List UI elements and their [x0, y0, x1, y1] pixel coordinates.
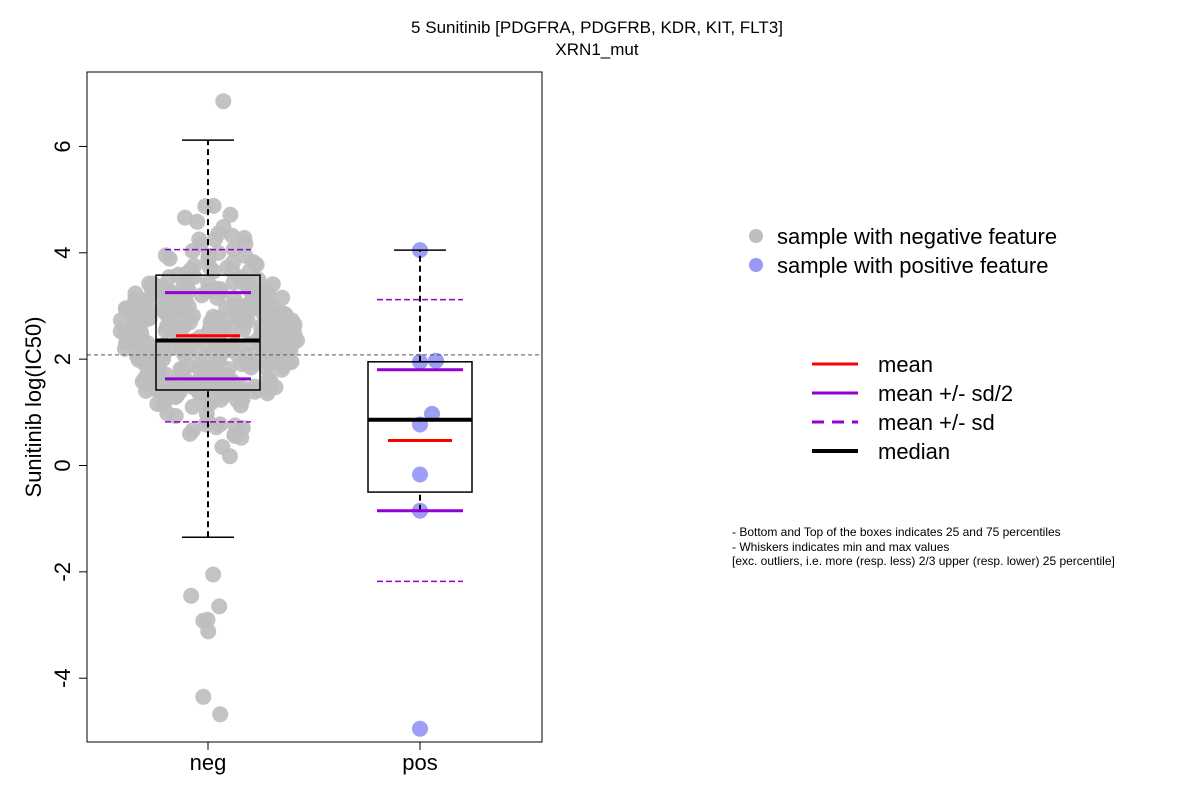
neg-point: [211, 351, 228, 368]
neg-point: [260, 355, 277, 372]
neg-point: [197, 416, 214, 433]
note-line-2: - Whiskers indicates min and max values: [732, 539, 950, 554]
neg-point: [166, 380, 183, 396]
box: [155, 274, 261, 391]
plot-area: -4 -2 0 2 4 6 neg pos: [50, 93, 542, 775]
neg-point: [155, 396, 172, 413]
pos-point: [412, 466, 428, 483]
neg-point: [221, 448, 238, 465]
neg-point: [267, 379, 284, 396]
neg-point: [211, 598, 228, 615]
neg-point: [250, 297, 266, 314]
neg-point: [238, 346, 255, 363]
neg-point: [219, 259, 236, 276]
y-tick-label: 4: [50, 247, 75, 259]
neg-point: [280, 354, 297, 371]
legend-point-marker: [749, 229, 763, 243]
chart-title: 5 Sunitinib [PDGFRA, PDGFRB, KDR, KIT, F…: [411, 18, 783, 37]
neg-point: [183, 587, 200, 604]
neg-point: [161, 269, 178, 286]
neg-point: [212, 416, 229, 433]
y-tick-label: -4: [50, 668, 75, 688]
chart-subtitle: XRN1_mut: [555, 40, 638, 59]
y-tick-label: 6: [50, 140, 75, 152]
neg-point: [266, 300, 283, 317]
legend-line-label: median: [878, 439, 950, 464]
neg-point: [257, 283, 274, 300]
neg-point: [215, 219, 232, 235]
neg-point: [143, 279, 160, 296]
neg-point: [207, 231, 223, 248]
neg-point: [215, 93, 232, 110]
neg-point: [220, 373, 237, 390]
neg-point: [177, 209, 193, 226]
note-line-3: [exc. outliers, i.e. more (resp. less) 2…: [732, 554, 1115, 568]
legend-point-marker: [749, 258, 763, 272]
neg-point: [208, 280, 225, 297]
neg-point: [112, 312, 129, 329]
neg-point: [241, 263, 258, 279]
neg-point: [195, 688, 212, 705]
y-tick-label: -2: [50, 562, 75, 582]
y-tick-label: 0: [50, 459, 75, 471]
box-notes: - Bottom and Top of the boxes indicates …: [732, 525, 1115, 569]
y-tick-label: 2: [50, 353, 75, 365]
neg-point: [157, 322, 174, 339]
x-tick-label: neg: [190, 750, 227, 775]
neg-point: [182, 425, 198, 442]
neg-point: [189, 213, 206, 230]
legend: sample with negative feature sample with …: [749, 224, 1057, 464]
neg-point: [209, 310, 226, 327]
neg-point: [176, 347, 193, 364]
legend-line-label: mean +/- sd/2: [878, 381, 1013, 406]
neg-point: [184, 398, 201, 415]
x-tick-label: pos: [402, 750, 437, 775]
box: [367, 361, 473, 493]
note-line-1: - Bottom and Top of the boxes indicates …: [732, 525, 1061, 539]
neg-point: [212, 706, 229, 723]
neg-point: [246, 383, 263, 400]
legend-point-label: sample with positive feature: [777, 253, 1048, 278]
neg-point: [141, 310, 158, 327]
neg-point: [197, 198, 214, 215]
neg-point: [175, 275, 192, 292]
neg-point: [233, 429, 250, 446]
neg-point: [200, 623, 217, 640]
pos-point: [428, 352, 444, 369]
neg-point: [161, 250, 178, 267]
legend-line-label: mean: [878, 352, 933, 377]
y-axis-label: Sunitinib log(IC50): [21, 317, 46, 498]
legend-line-label: mean +/- sd: [878, 410, 995, 435]
pos-point: [412, 720, 428, 737]
neg-point: [130, 351, 147, 368]
neg-point: [205, 566, 222, 583]
legend-point-label: sample with negative feature: [777, 224, 1057, 249]
neg-point: [134, 329, 150, 346]
neg-point: [234, 312, 251, 329]
neg-point: [161, 303, 178, 320]
neg-point: [200, 247, 217, 264]
neg-point: [192, 236, 209, 253]
neg-point: [192, 386, 208, 403]
neg-point: [222, 206, 239, 223]
neg-point: [284, 336, 301, 353]
neg-point: [136, 370, 153, 387]
neg-point: [125, 302, 142, 319]
neg-point: [225, 274, 242, 291]
neg-point: [138, 382, 154, 399]
plot-frame: [86, 71, 543, 743]
